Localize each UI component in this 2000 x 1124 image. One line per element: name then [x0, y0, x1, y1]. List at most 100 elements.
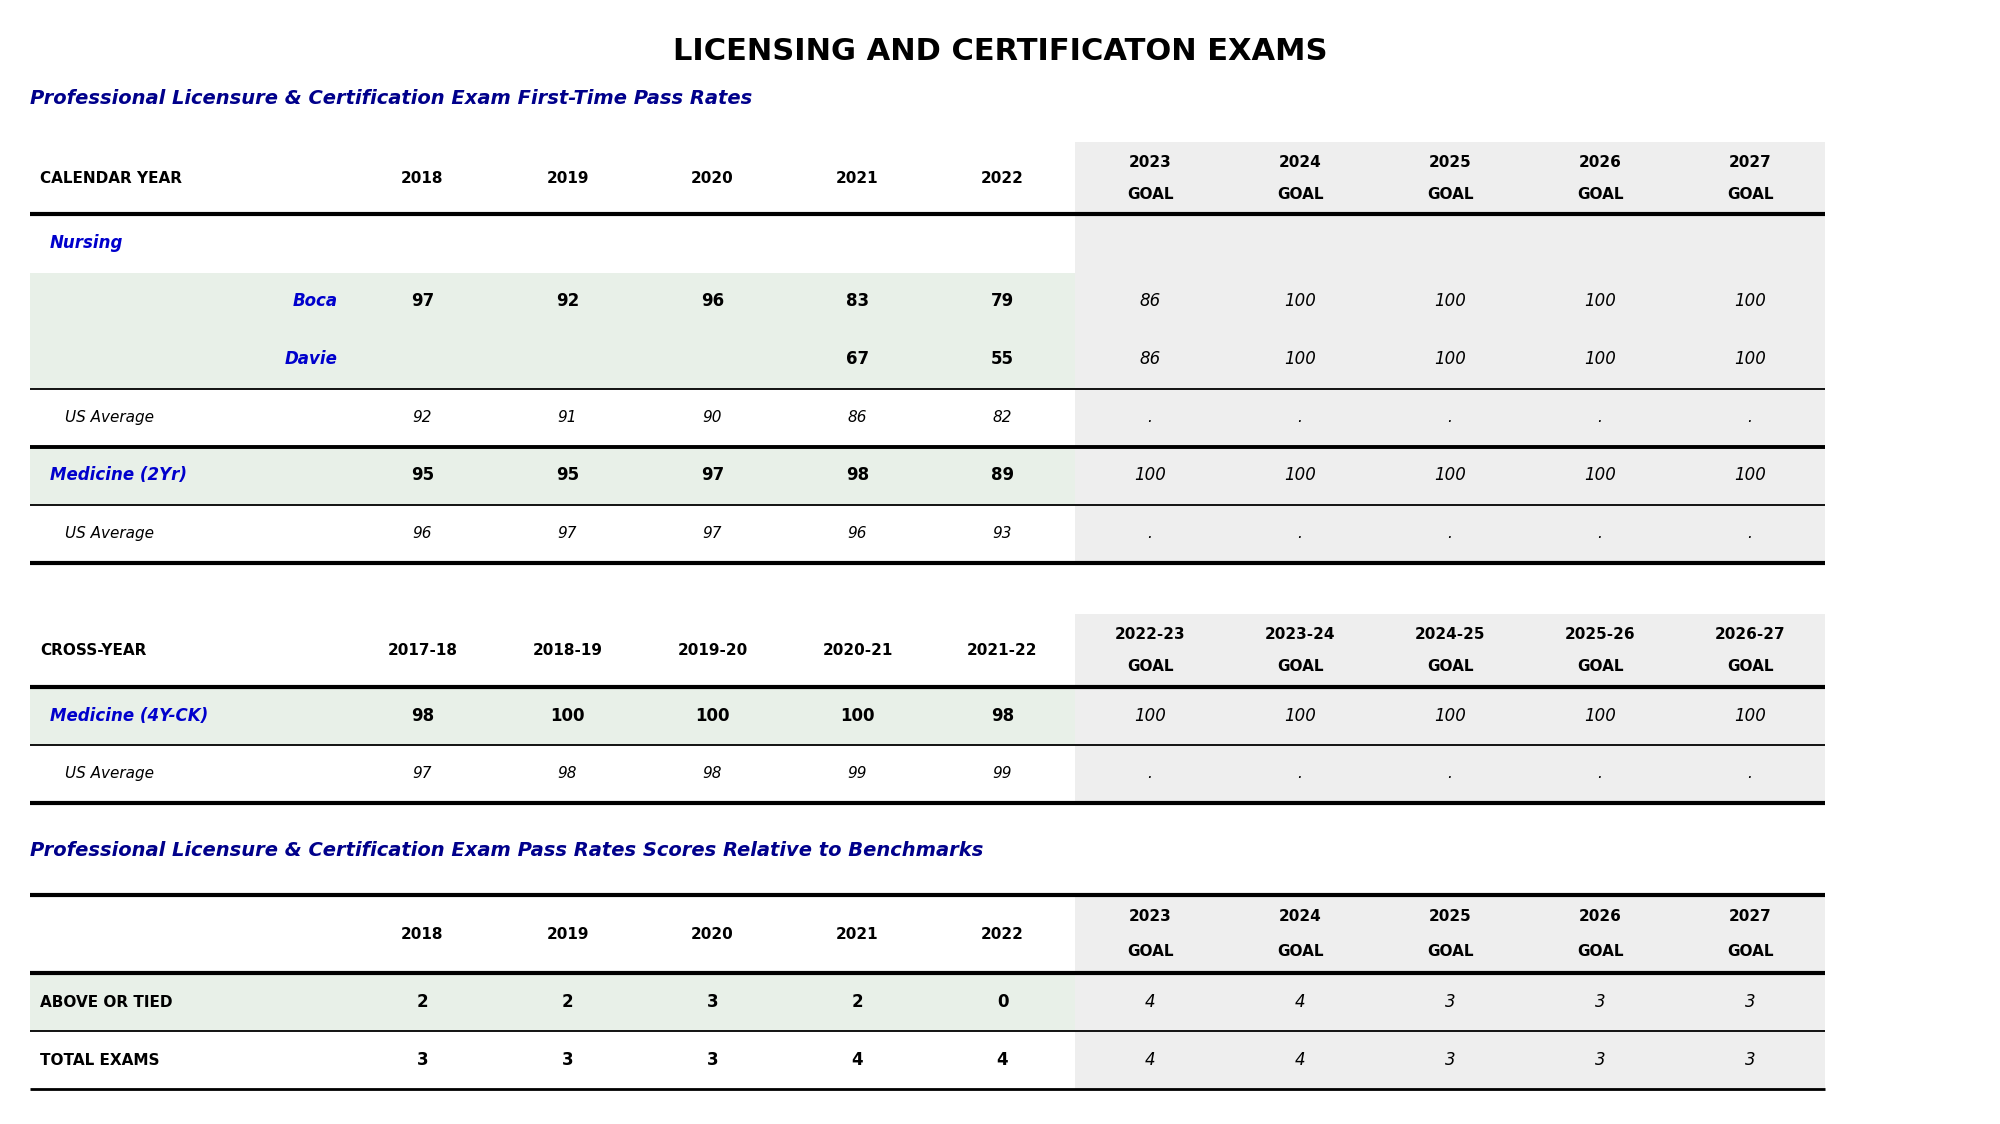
Text: 86: 86 — [848, 410, 868, 425]
Text: .: . — [1748, 767, 1752, 781]
Text: 2022: 2022 — [982, 171, 1024, 185]
Text: 98: 98 — [846, 466, 870, 484]
Bar — [30, 687, 1076, 745]
Text: GOAL: GOAL — [1276, 944, 1324, 959]
Text: 2: 2 — [562, 994, 574, 1012]
Text: 2022: 2022 — [982, 926, 1024, 942]
Text: GOAL: GOAL — [1726, 187, 1774, 201]
Bar — [30, 272, 1076, 330]
Text: 98: 98 — [558, 767, 578, 781]
Text: 2023-24: 2023-24 — [1264, 627, 1336, 642]
Text: .: . — [1448, 526, 1452, 541]
Text: 100: 100 — [1584, 466, 1616, 484]
Text: GOAL: GOAL — [1126, 944, 1174, 959]
Text: 2023: 2023 — [1128, 155, 1172, 170]
Text: 100: 100 — [1584, 351, 1616, 369]
Text: US Average: US Average — [64, 767, 154, 781]
Text: GOAL: GOAL — [1426, 187, 1474, 201]
Text: US Average: US Average — [64, 410, 154, 425]
Text: 96: 96 — [848, 526, 868, 541]
Text: 3: 3 — [1744, 994, 1756, 1012]
Text: 0: 0 — [996, 994, 1008, 1012]
Text: 100: 100 — [1284, 466, 1316, 484]
Text: 3: 3 — [416, 1051, 428, 1069]
Text: 2026: 2026 — [1578, 909, 1622, 924]
Text: GOAL: GOAL — [1576, 944, 1624, 959]
Text: 100: 100 — [1434, 466, 1466, 484]
Text: 100: 100 — [1734, 466, 1766, 484]
Text: 3: 3 — [1594, 994, 1606, 1012]
Text: 2022-23: 2022-23 — [1114, 627, 1186, 642]
Text: Professional Licensure & Certification Exam First-Time Pass Rates: Professional Licensure & Certification E… — [30, 89, 752, 108]
Text: GOAL: GOAL — [1276, 659, 1324, 674]
Text: 3: 3 — [1594, 1051, 1606, 1069]
Text: 2021-22: 2021-22 — [968, 643, 1038, 659]
Text: CROSS-YEAR: CROSS-YEAR — [40, 643, 146, 659]
Text: 96: 96 — [412, 526, 432, 541]
Text: 2018: 2018 — [402, 926, 444, 942]
Text: 92: 92 — [412, 410, 432, 425]
Text: 100: 100 — [550, 707, 584, 725]
Text: 2020-21: 2020-21 — [822, 643, 892, 659]
Text: 2019-20: 2019-20 — [678, 643, 748, 659]
Text: 3: 3 — [1444, 994, 1456, 1012]
Text: 2026-27: 2026-27 — [1714, 627, 1786, 642]
Bar — [1076, 142, 1824, 562]
Text: .: . — [1748, 526, 1752, 541]
Text: 2: 2 — [416, 994, 428, 1012]
Text: 100: 100 — [1284, 351, 1316, 369]
Text: LICENSING AND CERTIFICATON EXAMS: LICENSING AND CERTIFICATON EXAMS — [672, 37, 1328, 66]
Text: 3: 3 — [562, 1051, 574, 1069]
Text: 2027: 2027 — [1728, 155, 1772, 170]
Bar — [30, 446, 1076, 505]
Text: 4: 4 — [996, 1051, 1008, 1069]
Text: 2019: 2019 — [546, 926, 588, 942]
Text: 2018-19: 2018-19 — [532, 643, 602, 659]
Text: GOAL: GOAL — [1576, 187, 1624, 201]
Text: 4: 4 — [1294, 994, 1306, 1012]
Text: 93: 93 — [992, 526, 1012, 541]
Text: 97: 97 — [702, 526, 722, 541]
Text: 2024: 2024 — [1278, 155, 1322, 170]
Text: 98: 98 — [410, 707, 434, 725]
Text: CALENDAR YEAR: CALENDAR YEAR — [40, 171, 182, 185]
Text: 100: 100 — [1434, 351, 1466, 369]
Text: 2023: 2023 — [1128, 909, 1172, 924]
Text: 91: 91 — [558, 410, 578, 425]
Text: 2018: 2018 — [402, 171, 444, 185]
Text: 2025: 2025 — [1428, 155, 1472, 170]
Text: GOAL: GOAL — [1126, 659, 1174, 674]
Text: Nursing: Nursing — [50, 235, 124, 253]
Bar — [30, 330, 1076, 389]
Text: 2027: 2027 — [1728, 909, 1772, 924]
Text: .: . — [1598, 410, 1602, 425]
Text: 2025: 2025 — [1428, 909, 1472, 924]
Text: 100: 100 — [1434, 707, 1466, 725]
Text: Medicine (2Yr): Medicine (2Yr) — [50, 466, 188, 484]
Text: 67: 67 — [846, 351, 870, 369]
Bar — [30, 973, 1076, 1032]
Text: 100: 100 — [840, 707, 874, 725]
Text: 97: 97 — [558, 526, 578, 541]
Text: 3: 3 — [1744, 1051, 1756, 1069]
Text: 95: 95 — [556, 466, 580, 484]
Text: 2024: 2024 — [1278, 909, 1322, 924]
Text: Boca: Boca — [292, 292, 338, 310]
Text: 100: 100 — [1434, 292, 1466, 310]
Text: .: . — [1298, 526, 1302, 541]
Text: .: . — [1148, 410, 1152, 425]
Text: 97: 97 — [412, 767, 432, 781]
Text: 2: 2 — [852, 994, 864, 1012]
Text: 96: 96 — [700, 292, 724, 310]
Text: 2021: 2021 — [836, 171, 878, 185]
Text: GOAL: GOAL — [1276, 187, 1324, 201]
Text: 100: 100 — [1734, 292, 1766, 310]
Bar — [1076, 895, 1824, 1089]
Text: 100: 100 — [1134, 466, 1166, 484]
Text: 3: 3 — [1444, 1051, 1456, 1069]
Text: .: . — [1298, 767, 1302, 781]
Text: TOTAL EXAMS: TOTAL EXAMS — [40, 1053, 160, 1068]
Text: 3: 3 — [706, 1051, 718, 1069]
Text: .: . — [1448, 767, 1452, 781]
Text: 4: 4 — [1144, 994, 1156, 1012]
